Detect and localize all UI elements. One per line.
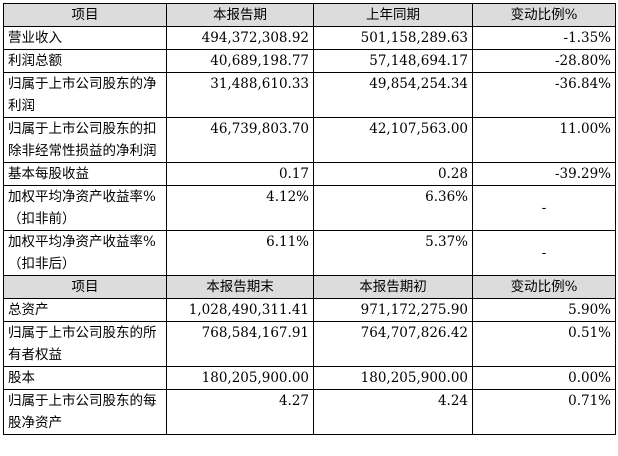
prior-value: 501,158,289.63 [313,26,473,50]
change-value: 5.90% [472,298,616,322]
table-row: 归属于上市公司股东的每股净资产 4.27 4.24 0.71% [3,389,616,435]
table-row: 归属于上市公司股东的扣除非经常性损益的净利润 46,739,803.70 42,… [3,117,616,163]
header-period-end: 本报告期末 [166,275,314,299]
financial-summary-table: 项目 本报告期 上年同期 变动比例% 营业收入 494,372,308.92 5… [3,3,616,435]
table-row: 股本 180,205,900.00 180,205,900.00 0.00% [3,366,616,390]
header-row-period: 项目 本报告期 上年同期 变动比例% [3,3,616,27]
row-label: 总资产 [3,298,167,322]
prior-value: 971,172,275.90 [313,298,473,322]
prior-value: 6.36% [313,185,473,231]
change-value: 0.51% [472,321,616,367]
row-label: 基本每股收益 [3,162,167,186]
prior-value: 5.37% [313,230,473,276]
header-period-start: 本报告期初 [313,275,473,299]
change-value: 0.00% [472,366,616,390]
current-value: 40,689,198.77 [166,49,314,73]
row-label: 加权平均净资产收益率%（扣非后） [3,230,167,276]
current-value: 768,584,167.91 [166,321,314,367]
prior-value: 49,854,254.34 [313,72,473,118]
row-label: 营业收入 [3,26,167,50]
table-row: 归属于上市公司股东的净利润 31,488,610.33 49,854,254.3… [3,72,616,118]
prior-value: 180,205,900.00 [313,366,473,390]
header-item: 项目 [3,3,167,27]
change-value: 11.00% [472,117,616,163]
table-row: 利润总额 40,689,198.77 57,148,694.17 -28.80% [3,49,616,73]
table-row: 总资产 1,028,490,311.41 971,172,275.90 5.90… [3,298,616,322]
prior-value: 4.24 [313,389,473,435]
change-value: -1.35% [472,26,616,50]
table-row: 加权平均净资产收益率%（扣非前） 4.12% 6.36% - [3,185,616,231]
table-row: 基本每股收益 0.17 0.28 -39.29% [3,162,616,186]
change-value: -28.80% [472,49,616,73]
row-label: 利润总额 [3,49,167,73]
prior-value: 57,148,694.17 [313,49,473,73]
prior-value: 42,107,563.00 [313,117,473,163]
header-prior-year-period: 上年同期 [313,3,473,27]
header-change-ratio: 变动比例% [472,275,616,299]
current-value: 31,488,610.33 [166,72,314,118]
current-value: 494,372,308.92 [166,26,314,50]
table-row: 营业收入 494,372,308.92 501,158,289.63 -1.35… [3,26,616,50]
current-value: 1,028,490,311.41 [166,298,314,322]
row-label: 归属于上市公司股东的扣除非经常性损益的净利润 [3,117,167,163]
header-row-balance: 项目 本报告期末 本报告期初 变动比例% [3,275,616,299]
row-label: 股本 [3,366,167,390]
current-value: 0.17 [166,162,314,186]
header-change-ratio: 变动比例% [472,3,616,27]
change-value: 0.71% [472,389,616,435]
change-value: -36.84% [472,72,616,118]
change-value: - [472,185,616,231]
prior-value: 0.28 [313,162,473,186]
current-value: 6.11% [166,230,314,276]
row-label: 归属于上市公司股东的净利润 [3,72,167,118]
current-value: 180,205,900.00 [166,366,314,390]
row-label: 归属于上市公司股东的所有者权益 [3,321,167,367]
change-value: -39.29% [472,162,616,186]
header-item: 项目 [3,275,167,299]
header-current-period: 本报告期 [166,3,314,27]
change-value: - [472,230,616,276]
prior-value: 764,707,826.42 [313,321,473,367]
row-label: 归属于上市公司股东的每股净资产 [3,389,167,435]
row-label: 加权平均净资产收益率%（扣非前） [3,185,167,231]
table-row: 加权平均净资产收益率%（扣非后） 6.11% 5.37% - [3,230,616,276]
current-value: 4.27 [166,389,314,435]
table-row: 归属于上市公司股东的所有者权益 768,584,167.91 764,707,8… [3,321,616,367]
current-value: 4.12% [166,185,314,231]
current-value: 46,739,803.70 [166,117,314,163]
